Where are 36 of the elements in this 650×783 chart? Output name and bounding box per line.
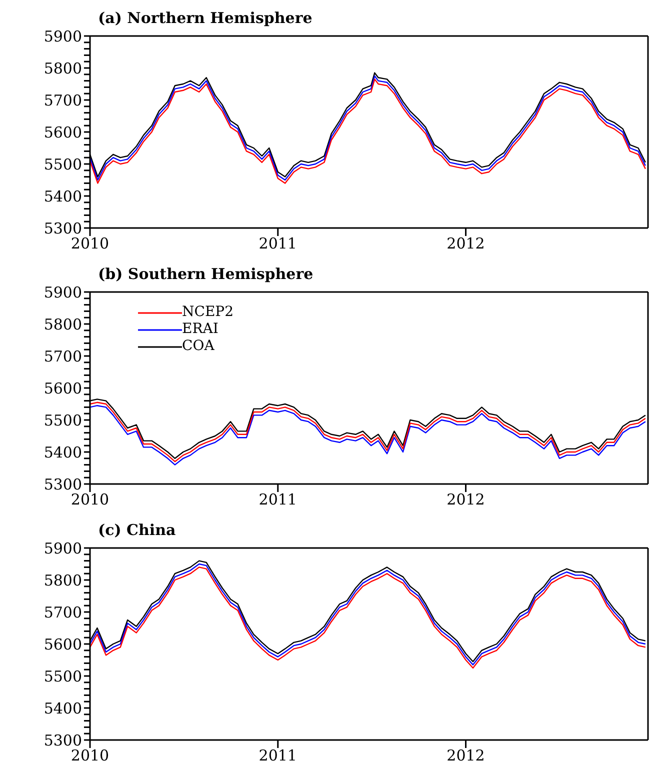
x-tick-label: 2010 — [70, 234, 110, 253]
y-tick-label: 5700 — [44, 91, 82, 110]
x-tick-label: 2012 — [446, 234, 485, 253]
y-tick-label: 5800 — [44, 315, 82, 334]
y-tick-label: 5300 — [44, 475, 82, 494]
x-tick-label: 2010 — [70, 746, 110, 765]
y-tick-label: 5600 — [44, 379, 82, 398]
y-tick-label: 5900 — [44, 27, 82, 46]
y-tick-label: 5300 — [44, 731, 82, 750]
y-tick-label: 5300 — [44, 219, 82, 238]
y-tick-label: 5500 — [44, 667, 82, 686]
y-tick-label: 5500 — [44, 155, 82, 174]
y-tick-label: 5800 — [44, 59, 82, 78]
y-tick-label: 5400 — [44, 699, 82, 718]
y-tick-label: 5900 — [44, 283, 82, 302]
x-tick-label: 2012 — [446, 746, 485, 765]
y-tick-label: 5400 — [44, 443, 82, 462]
y-tick-label: 5700 — [44, 603, 82, 622]
chart-title: (a) Northern Hemisphere — [98, 8, 314, 28]
y-tick-label: 5500 — [44, 411, 82, 430]
x-tick-label: 2011 — [258, 490, 297, 509]
legend-label: COA — [182, 338, 214, 355]
y-tick-label: 5400 — [44, 187, 82, 206]
y-tick-label: 5900 — [44, 539, 82, 558]
x-tick-label: 2011 — [258, 234, 297, 253]
chart-title: (c) China — [98, 520, 177, 540]
x-tick-label: 2010 — [70, 490, 110, 509]
legend-label: NCEP2 — [182, 304, 234, 321]
x-tick-label: 2012 — [446, 490, 485, 509]
y-tick-label: 5700 — [44, 347, 82, 366]
y-tick-label: 5600 — [44, 635, 82, 654]
y-tick-label: 5800 — [44, 571, 82, 590]
legend-label: ERAI — [182, 321, 218, 338]
x-tick-label: 2011 — [258, 746, 297, 765]
chart-title: (b) Southern Hemisphere — [98, 264, 314, 284]
y-tick-label: 5600 — [44, 123, 82, 142]
